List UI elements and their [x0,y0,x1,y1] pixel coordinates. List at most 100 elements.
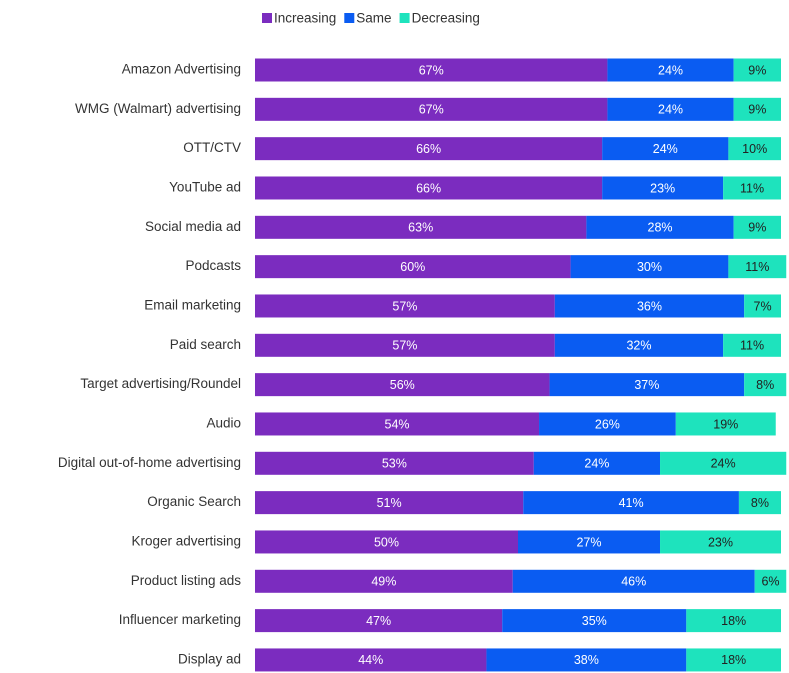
y-tick-label: YouTube ad [169,180,241,195]
y-tick-label: Podcasts [185,258,241,273]
data-label: 35% [582,614,607,628]
data-label: 32% [626,339,651,353]
bar-segment [518,530,661,554]
bar-segment [255,176,603,200]
data-label: 8% [756,378,774,392]
data-label: 60% [400,260,425,274]
data-label: 11% [745,260,769,274]
data-label: 24% [584,457,609,471]
data-label: 63% [408,221,433,235]
bar-segment [255,569,513,593]
bar-segment [255,294,555,318]
data-label: 24% [711,457,736,471]
data-label: 6% [761,575,779,589]
bar-segment [607,97,734,121]
data-label: 57% [392,339,417,353]
bar-segment [539,412,676,436]
data-label: 46% [621,575,646,589]
y-tick-label: Organic Search [147,494,241,509]
data-label: 49% [371,575,396,589]
bar-segment [549,373,745,397]
bar-segment [255,333,555,357]
data-label: 54% [385,417,410,431]
data-label: 57% [392,299,417,313]
data-label: 41% [619,496,644,510]
data-label: 50% [374,535,399,549]
data-label: 9% [748,103,766,117]
bar-segment [733,97,781,121]
bar-segment [675,412,776,436]
bar-segment [255,97,608,121]
bar-segment [754,569,787,593]
bar-segment [255,491,524,515]
bar-segment [744,294,781,318]
bar-segment [512,569,755,593]
data-label: 37% [634,378,659,392]
y-tick-label: Amazon Advertising [122,62,241,77]
bar-segment [570,255,729,279]
bar-segment [586,215,734,239]
data-label: 18% [721,653,746,667]
data-label: 66% [416,181,441,195]
y-tick-label: Target advertising/Roundel [80,376,241,391]
y-tick-label: Paid search [170,337,241,352]
bar-segment [255,58,608,82]
bar-segment [602,137,729,161]
data-label: 27% [576,535,601,549]
data-label: 24% [658,63,683,77]
data-label: 24% [653,142,678,156]
bar-segment [255,648,487,672]
data-label: 66% [416,142,441,156]
data-label: 38% [574,653,599,667]
y-tick-label: Product listing ads [131,573,242,588]
bar-segment [723,176,781,200]
bar-segment [255,451,534,475]
y-tick-label: OTT/CTV [183,140,241,155]
data-label: 11% [740,339,764,353]
y-tick-label: Audio [206,416,241,431]
data-label: 67% [419,103,444,117]
data-label: 44% [358,653,383,667]
legend-swatch [262,13,272,23]
data-label: 28% [648,221,673,235]
data-label: 9% [748,221,766,235]
y-tick-label: Digital out-of-home advertising [58,455,241,470]
data-label: 23% [708,535,733,549]
bar-segment [744,373,787,397]
data-label: 51% [377,496,402,510]
bar-segment [533,451,661,475]
bar-segment [255,215,587,239]
bar-segment [686,609,781,633]
bar-segment [255,412,540,436]
data-label: 56% [390,378,415,392]
bar-segment [738,491,781,515]
data-label: 10% [742,142,767,156]
bar-segment [728,137,781,161]
data-label: 7% [754,299,772,313]
bar-segment [660,530,781,554]
legend-swatch [344,13,355,23]
bar-segment [602,176,724,200]
bar-segment [660,451,787,475]
bar-segment [733,215,781,239]
legend-swatch [399,13,410,23]
legend-label: Decreasing [412,11,480,26]
legend-label: Same [356,11,391,26]
y-tick-label: Social media ad [145,219,241,234]
y-tick-label: Email marketing [144,298,241,313]
data-label: 11% [740,181,764,195]
data-label: 8% [751,496,769,510]
bar-segment [686,648,781,672]
data-label: 23% [650,181,675,195]
bar-segment [502,609,687,633]
bar-segment [723,333,781,357]
bar-segment [255,137,603,161]
data-label: 30% [637,260,662,274]
y-tick-label: Display ad [178,652,241,667]
data-label: 9% [748,63,766,77]
y-tick-label: Kroger advertising [131,534,241,549]
bar-segment [554,333,724,357]
legend-label: Increasing [274,11,336,26]
data-label: 24% [658,103,683,117]
